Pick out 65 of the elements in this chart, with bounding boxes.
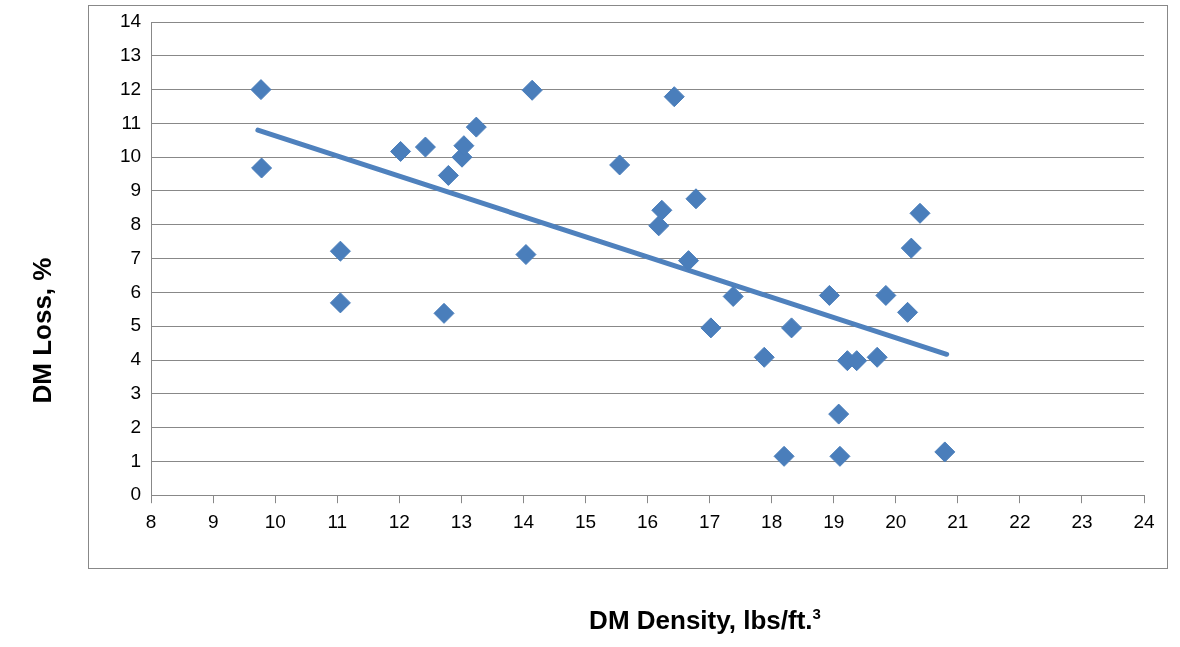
x-tick-label: 19 bbox=[823, 510, 845, 532]
point bbox=[828, 403, 850, 425]
x-tick-label: 17 bbox=[699, 510, 721, 532]
point bbox=[609, 154, 631, 176]
point bbox=[663, 86, 685, 108]
point bbox=[251, 157, 273, 179]
y-tick-label: 0 bbox=[130, 483, 142, 505]
point bbox=[329, 292, 351, 314]
y-tick-label: 9 bbox=[130, 179, 142, 201]
y-tick-label: 10 bbox=[119, 145, 142, 167]
point bbox=[781, 317, 803, 339]
y-tick-label: 1 bbox=[130, 449, 142, 471]
y-tick-label: 12 bbox=[119, 77, 142, 99]
point bbox=[437, 164, 459, 186]
x-axis-title: DM Density, lbs/ft.$^{3}$ bbox=[588, 605, 822, 636]
y-tick-label: 7 bbox=[130, 246, 142, 268]
point bbox=[753, 346, 775, 368]
point bbox=[934, 441, 956, 463]
x-tick-label: 15 bbox=[574, 510, 597, 532]
x-tick-label: 11 bbox=[327, 510, 348, 532]
y-tick-label: 8 bbox=[130, 213, 142, 235]
point bbox=[465, 116, 487, 138]
point bbox=[773, 445, 795, 467]
point bbox=[900, 237, 922, 259]
x-tick-label: 13 bbox=[450, 510, 472, 532]
x-tick-label: 24 bbox=[1133, 510, 1155, 532]
point bbox=[700, 317, 722, 339]
x-tick-label: 18 bbox=[761, 510, 783, 532]
x-tick-label: 8 bbox=[145, 510, 157, 532]
x-tick-label: 16 bbox=[637, 510, 659, 532]
point bbox=[250, 79, 272, 101]
point bbox=[909, 202, 931, 224]
point bbox=[897, 301, 919, 323]
point bbox=[651, 199, 673, 221]
point bbox=[866, 346, 888, 368]
x-tick-label: 22 bbox=[1009, 510, 1031, 532]
x-tick-label: 21 bbox=[947, 510, 969, 532]
y-tick-label: 2 bbox=[130, 415, 142, 437]
point bbox=[433, 302, 455, 324]
point bbox=[390, 140, 412, 162]
y-tick-label: 11 bbox=[121, 111, 142, 133]
x-tick-label: 9 bbox=[207, 510, 219, 532]
point bbox=[515, 244, 537, 266]
y-tick-label: 4 bbox=[130, 348, 142, 370]
point bbox=[678, 250, 700, 272]
x-tick-label: 12 bbox=[388, 510, 410, 532]
point bbox=[829, 445, 851, 467]
y-tick-label: 14 bbox=[119, 10, 142, 32]
point bbox=[414, 136, 436, 158]
y-tick-label: 6 bbox=[130, 280, 142, 302]
y-tick-label: 5 bbox=[130, 314, 142, 336]
x-tick-label: 14 bbox=[512, 510, 535, 532]
y-axis-title: DM Loss, % bbox=[26, 256, 58, 406]
point bbox=[329, 240, 351, 262]
point bbox=[521, 79, 543, 101]
point bbox=[648, 215, 670, 237]
x-tick-label: 10 bbox=[264, 510, 286, 532]
x-tick-label: 20 bbox=[885, 510, 907, 532]
point bbox=[685, 188, 707, 210]
point bbox=[818, 284, 840, 306]
y-tick-label: 3 bbox=[130, 382, 142, 404]
y-tick-label: 13 bbox=[119, 44, 142, 66]
point bbox=[722, 285, 744, 307]
x-tick-label: 23 bbox=[1071, 510, 1093, 532]
point bbox=[875, 284, 897, 306]
